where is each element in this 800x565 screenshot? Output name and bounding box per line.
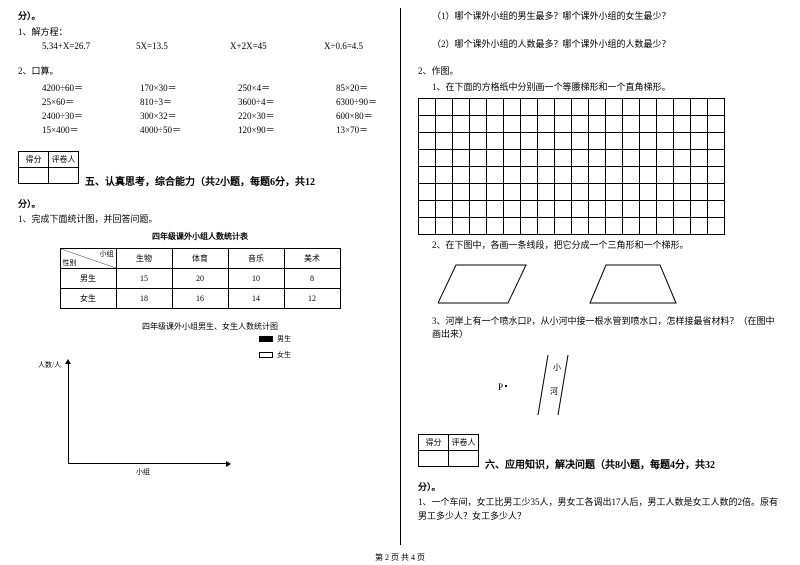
cell: 8 <box>284 268 340 288</box>
right-column: （1）哪个课外小组的男生最多？哪个课外小组的女生最少？ （2）哪个课外小组的人数… <box>400 0 800 550</box>
score-h: 评卷人 <box>49 151 79 167</box>
c: 170×30＝ <box>140 81 208 94</box>
equation-row: 5.34+X=26.7 5X=13.5 X+2X=45 X÷0.6=4.5 <box>18 41 382 51</box>
page-footer: 第 2 页 共 4 页 <box>0 552 800 563</box>
legend-box-female <box>259 352 273 358</box>
cell: 10 <box>228 268 284 288</box>
draw-q3: 3、河岸上有一个喷水口P，从小河中接一根水管到喷水口，怎样接最省材料？（在图中画… <box>418 315 782 342</box>
river-label: 小 <box>553 363 561 372</box>
sub-q1: （1）哪个课外小组的男生最多？哪个课外小组的女生最少？ <box>418 10 782 24</box>
col-h: 生物 <box>116 248 172 268</box>
c: 6300÷90＝ <box>336 95 404 108</box>
q1-label: 1、解方程： <box>18 26 382 40</box>
col-h: 体育 <box>172 248 228 268</box>
cell: 15 <box>116 268 172 288</box>
c: 220×30＝ <box>238 109 306 122</box>
score-cell <box>449 450 479 466</box>
c: 250×4＝ <box>238 81 306 94</box>
c: 3600÷4＝ <box>238 95 306 108</box>
c: 810÷3＝ <box>140 95 208 108</box>
score-h: 得分 <box>419 434 449 450</box>
row-h: 女生 <box>60 288 116 308</box>
cell: 16 <box>172 288 228 308</box>
legend-label: 男生 <box>277 334 291 344</box>
cell: 20 <box>172 268 228 288</box>
legend-box-male <box>259 336 273 342</box>
sub-q2: （2）哪个课外小组的人数最多？哪个课外小组的人数最少？ <box>418 38 782 52</box>
c: 25×60＝ <box>42 95 110 108</box>
chart-axes: 人数/人 小组 <box>48 362 228 472</box>
eq: 5.34+X=26.7 <box>42 41 102 51</box>
score-cell <box>49 167 79 183</box>
cell: 12 <box>284 288 340 308</box>
app-q1: 1、一个车间，女工比男工少35人，男女工各调出17人后，男工人数是女工人数的2倍… <box>418 496 782 523</box>
score-h: 评卷人 <box>449 434 479 450</box>
eq: X+2X=45 <box>230 41 290 51</box>
river-label: 河 <box>550 386 558 396</box>
c: 4000÷50＝ <box>140 123 208 136</box>
q5-1: 1、完成下面统计图，并回答问题。 <box>18 213 382 227</box>
eq: 5X=13.5 <box>136 41 196 51</box>
c: 600×80＝ <box>336 109 404 122</box>
chart-title: 四年级课外小组男生、女生人数统计图 <box>38 321 382 332</box>
draw-q2: 2、在下图中，各画一条线段，把它分成一个三角形和一个梯形。 <box>418 239 782 253</box>
section-6-title: 六、应用知识，解决问题（共8小题，每题4分，共32 <box>485 456 715 471</box>
score-h: 得分 <box>19 151 49 167</box>
draw-title: 2、作图。 <box>418 65 782 79</box>
shapes-row <box>438 263 762 305</box>
c: 13×70＝ <box>336 123 404 136</box>
diag-cell: 小组性别 <box>60 248 116 268</box>
x-axis-label: 小组 <box>136 467 150 477</box>
fen-end: 分）。 <box>18 10 382 24</box>
c: 300×32＝ <box>140 109 208 122</box>
c: 120×90＝ <box>238 123 306 136</box>
col-h: 音乐 <box>228 248 284 268</box>
parallelogram-icon <box>438 263 528 305</box>
y-axis-label: 人数/人 <box>38 360 61 370</box>
grid-paper <box>418 98 728 235</box>
x-axis <box>68 463 228 464</box>
fen-end: 分）。 <box>18 198 382 212</box>
arrow-up-icon <box>65 359 71 364</box>
c: 15×400＝ <box>42 123 110 136</box>
c: 2400÷30＝ <box>42 109 110 122</box>
eq: X÷0.6=4.5 <box>324 41 384 51</box>
legend: 男生 女生 <box>168 334 382 360</box>
c: 85×20＝ <box>336 81 404 94</box>
trapezoid-icon <box>588 263 678 305</box>
score-table: 得分评卷人 <box>18 151 79 184</box>
c: 4200÷60＝ <box>42 81 110 94</box>
legend-label: 女生 <box>277 350 291 360</box>
score-cell <box>19 167 49 183</box>
row-h: 男生 <box>60 268 116 288</box>
left-column: 分）。 1、解方程： 5.34+X=26.7 5X=13.5 X+2X=45 X… <box>0 0 400 550</box>
y-axis <box>68 362 69 464</box>
cell: 14 <box>228 288 284 308</box>
stat-title: 四年级课外小组人数统计表 <box>18 231 382 242</box>
score-cell <box>419 450 449 466</box>
arrow-right-icon <box>226 461 231 467</box>
section-5-title: 五、认真思考，综合能力（共2小题，每题6分，共12 <box>85 173 315 188</box>
stat-table: 小组性别 生物 体育 音乐 美术 男生 15 20 10 8 女生 18 16 … <box>60 248 341 309</box>
river-diagram: 小 河 P <box>478 350 782 422</box>
col-h: 美术 <box>284 248 340 268</box>
cell: 18 <box>116 288 172 308</box>
score-table: 得分评卷人 <box>418 434 479 467</box>
fen-end: 分）。 <box>418 481 782 495</box>
q2-label: 2、口算。 <box>18 65 382 79</box>
draw-q1: 1、在下面的方格纸中分别画一个等腰梯形和一个直角梯形。 <box>418 81 782 95</box>
point-p: P <box>498 382 503 392</box>
